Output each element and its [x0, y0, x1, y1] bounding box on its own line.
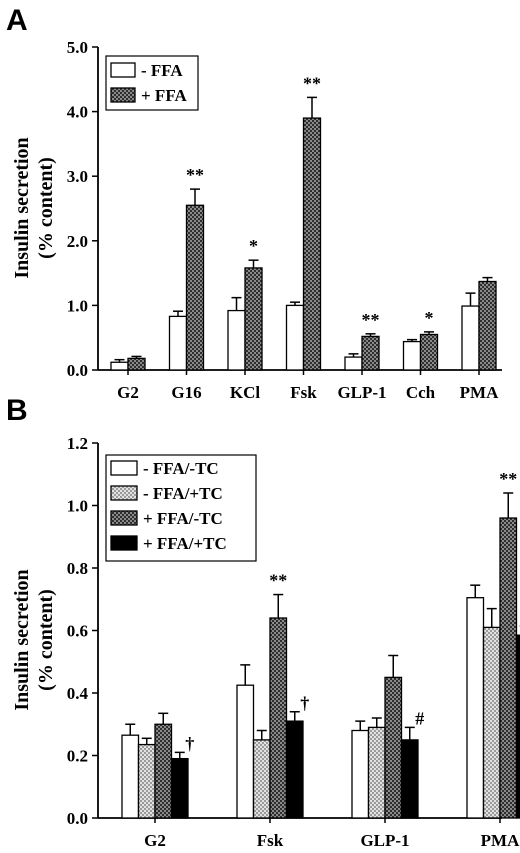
panel-a-legend: - FFA + FFA [105, 55, 199, 111]
bar-a-glp-1-ffa [344, 356, 363, 371]
bar-a-fsk-ffa [285, 304, 305, 371]
bar-b-glp-1-ffa-tc [351, 729, 370, 819]
legend-swatch-minus-ffa-plus-tc [110, 485, 138, 501]
panel-a-category-label: G2 [117, 383, 139, 402]
bar-a-fsk-ffa [302, 117, 322, 371]
panel-b-category-label: PMA [481, 831, 520, 850]
bar-a-cch-ffa [402, 340, 422, 371]
panel-b-ytick-label: 0.0 [67, 809, 88, 828]
significance-mark-a-g16: ** [186, 165, 204, 185]
significance-mark-a-glp-1: ** [362, 310, 380, 330]
panel-a-ytick-label: 5.0 [67, 38, 88, 57]
panel-b-category-label: Fsk [257, 831, 284, 850]
legend-label-minus-ffa: - FFA [141, 61, 183, 80]
significance-mark-b-glp-1: # [415, 708, 424, 728]
legend-label-minus-ffa-minus-tc: - FFA/-TC [143, 459, 219, 478]
panel-a-category-label: PMA [460, 383, 499, 402]
significance-mark-b-pma: ** [499, 469, 517, 489]
bar-a-kcl-ffa [227, 309, 246, 371]
bar-b-g2-ffa-tc [154, 723, 173, 819]
panel-b-category-label: G2 [144, 831, 166, 850]
bar-b-pma-ffa-tc [499, 517, 518, 819]
panel-b: B Insulin secretion (% content) 0.00.20.… [6, 394, 520, 850]
panel-a-ylabel: Insulin secretion (% content) [11, 137, 57, 278]
significance-mark-a-fsk: ** [303, 73, 321, 93]
panel-b-ytick-label: 0.8 [67, 559, 88, 578]
legend-label-minus-ffa-plus-tc: - FFA/+TC [143, 484, 223, 503]
panel-a: A Insulin secretion (% content) 0.0 1.0 2.… [6, 4, 502, 402]
panel-b-ylabel-line1: Insulin secretion [11, 569, 33, 710]
panel-b-category-label: GLP-1 [360, 831, 409, 850]
panel-a-ylabel-line1: Insulin secretion [11, 137, 33, 278]
legend-swatch-minus-ffa [110, 62, 136, 78]
bar-b-g2-ffa-tc [121, 734, 140, 819]
panel-a-category-label: GLP-1 [337, 383, 386, 402]
legend-label-plus-ffa-minus-tc: + FFA/-TC [143, 509, 223, 528]
panel-a-ytick-label: 3.0 [67, 167, 88, 186]
legend-swatch-plus-ffa-minus-tc [110, 510, 138, 526]
legend-swatch-plus-ffa-plus-tc [110, 535, 138, 551]
bar-b-fsk-ffa-tc [269, 617, 288, 819]
legend-swatch-plus-ffa [110, 87, 136, 103]
panel-b-legend: - FFA/-TC - FFA/+TC + FFA/-TC + FFA/+TC [105, 454, 257, 562]
significance-mark-a-cch: * [425, 308, 434, 328]
bar-a-g16-ffa [185, 204, 205, 371]
bar-b-g2-ffa-tc [137, 743, 156, 819]
panel-b-plot: 0.0 0.2 0.4 0.6 0.8 1.0 1.2 G2 Fsk GLP-1 PMA † ** † # *… [67, 434, 520, 850]
panel-b-ytick-label: 0.6 [67, 622, 88, 641]
bar-b-pma-ffa-tc [515, 634, 520, 819]
bar-b-pma-ffa-tc [482, 626, 501, 819]
significance-mark-b-fsk: ** [269, 571, 287, 591]
panel-a-ytick-label: 4.0 [67, 103, 88, 122]
panel-b-ytick-label: 0.4 [67, 684, 89, 703]
bar-b-g2-ffa-tc [170, 757, 189, 819]
legend-swatch-minus-ffa-minus-tc [110, 460, 138, 476]
panel-a-ylabel-line2: (% content) [35, 157, 57, 259]
panel-b-ylabel: Insulin secretion (% content) [11, 569, 57, 710]
panel-a-category-label: G16 [171, 383, 201, 402]
bar-a-pma-ffa [478, 280, 497, 371]
panel-a-ytick-label: 1.0 [67, 296, 88, 315]
bar-a-cch-ffa [419, 333, 439, 371]
panel-a-category-label: KCl [230, 383, 261, 402]
bar-a-g16-ffa [168, 315, 188, 371]
panel-a-letter: A [6, 4, 28, 37]
panel-a-category-label: Fsk [290, 383, 317, 402]
panel-a-category-label: Cch [406, 383, 436, 402]
bar-b-glp-1-ffa-tc [367, 726, 386, 819]
significance-mark-a-kcl: * [249, 236, 258, 256]
bar-b-fsk-ffa-tc [252, 739, 271, 819]
bar-b-glp-1-ffa-tc [384, 676, 403, 819]
bar-b-fsk-ffa-tc [236, 684, 255, 819]
panel-b-letter: B [6, 394, 28, 427]
legend-label-plus-ffa-plus-tc: + FFA/+TC [143, 534, 227, 553]
panel-b-ytick-label: 1.0 [67, 497, 88, 516]
panel-b-ytick-label: 1.2 [67, 434, 88, 453]
panel-a-ytick-label: 2.0 [67, 232, 88, 251]
bar-a-kcl-ffa [244, 267, 263, 371]
bar-a-pma-ffa [461, 305, 480, 371]
bar-b-pma-ffa-tc [466, 597, 485, 819]
bar-a-g2-ffa [110, 361, 129, 371]
significance-mark-b-fsk: † [300, 693, 309, 713]
bar-b-fsk-ffa-tc [285, 720, 304, 819]
bar-a-g2-ffa [127, 357, 146, 371]
panel-b-ylabel-line2: (% content) [35, 589, 57, 691]
significance-mark-b-g2: † [185, 733, 194, 753]
panel-a-plot: 0.0 1.0 2.0 3.0 4.0 5.0 G2 G16 KCl Fsk GLP-1 Cch PMA… [67, 38, 502, 402]
bar-b-glp-1-ffa-tc [400, 739, 419, 819]
legend-label-plus-ffa: + FFA [141, 86, 187, 105]
panel-b-ytick-label: 0.2 [67, 747, 88, 766]
panel-a-ytick-label: 0.0 [67, 361, 88, 380]
bar-a-glp-1-ffa [361, 335, 380, 371]
